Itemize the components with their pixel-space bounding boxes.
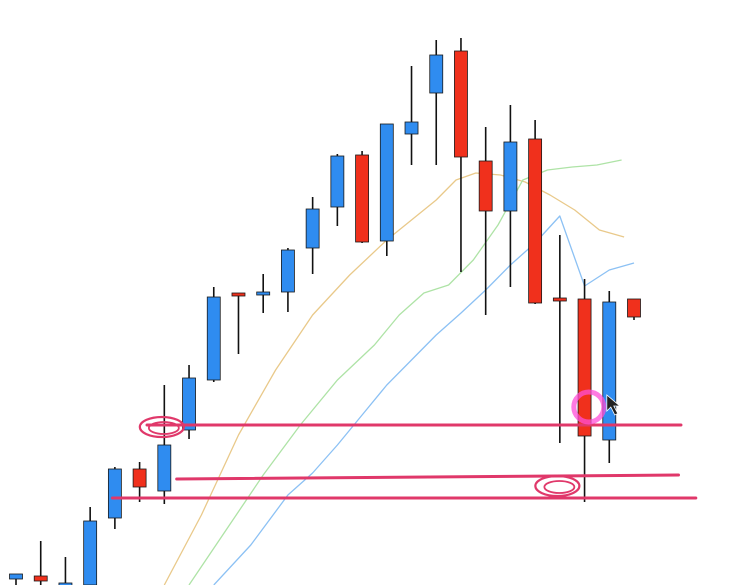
candle-body-up	[256, 291, 271, 296]
candle-2	[33, 541, 48, 585]
candle-17	[404, 66, 419, 165]
mouse-pointer-icon	[606, 394, 621, 416]
candle-body-up	[429, 54, 444, 94]
scribble-circle-2	[534, 474, 581, 498]
moving-average-line-1	[163, 172, 625, 585]
annotation-layer	[110, 389, 698, 500]
candle-body-down	[528, 138, 543, 304]
candle-body-up	[206, 296, 221, 381]
candle-10	[231, 292, 246, 354]
candle-body-up	[83, 520, 98, 585]
candle-8	[182, 365, 196, 439]
candle-20	[478, 127, 493, 315]
candle-body-up	[379, 123, 394, 242]
candle-19	[454, 38, 468, 272]
candle-25	[602, 291, 617, 463]
candle-16	[379, 123, 394, 256]
candle-body-up	[305, 208, 320, 249]
candle-26	[627, 298, 641, 320]
candle-4	[83, 507, 98, 585]
candle-18	[429, 40, 444, 165]
candle-body-up	[330, 155, 345, 208]
candle-22	[528, 120, 543, 304]
candle-body-up	[157, 444, 172, 492]
candle-15	[355, 151, 369, 243]
cursor-highlight	[571, 389, 621, 425]
candle-body-down	[33, 575, 48, 582]
candle-11	[256, 274, 271, 313]
candle-body-down	[577, 298, 592, 437]
candle-14	[330, 154, 345, 226]
scribble-ring	[534, 474, 581, 498]
candle-3	[58, 557, 73, 585]
candle-23	[552, 235, 567, 443]
candle-body-up	[9, 573, 23, 580]
moving-average-line-2	[188, 159, 622, 585]
candle-body-up	[107, 468, 122, 519]
moving-average-line-3	[213, 215, 635, 585]
scribble-circle-1	[138, 415, 185, 439]
candle-body-down	[231, 292, 246, 297]
candle-body-up	[602, 301, 617, 441]
candle-body-down	[132, 468, 147, 488]
scribble-ring	[138, 415, 185, 439]
candle-9	[206, 287, 221, 382]
candle-12	[281, 248, 295, 312]
candles-layer	[9, 38, 641, 585]
candle-7	[157, 385, 172, 504]
scribble-ring-inner	[543, 480, 576, 494]
candle-1	[9, 573, 23, 585]
candle-body-up	[503, 141, 518, 212]
candle-6	[132, 462, 147, 502]
candle-body-down	[627, 298, 641, 318]
cursor-ring	[571, 389, 607, 425]
moving-average-layer	[163, 159, 635, 585]
support-line-2	[175, 473, 680, 481]
candle-13	[305, 197, 320, 274]
candle-body-down	[552, 297, 567, 302]
candle-body-down	[478, 160, 493, 212]
candle-body-up	[281, 249, 295, 293]
candle-body-down	[454, 50, 468, 158]
scribble-ring-inner	[147, 421, 180, 435]
candle-21	[503, 105, 518, 287]
candle-body-up	[182, 377, 196, 431]
candle-body-down	[355, 154, 369, 243]
candle-body-up	[404, 121, 419, 135]
